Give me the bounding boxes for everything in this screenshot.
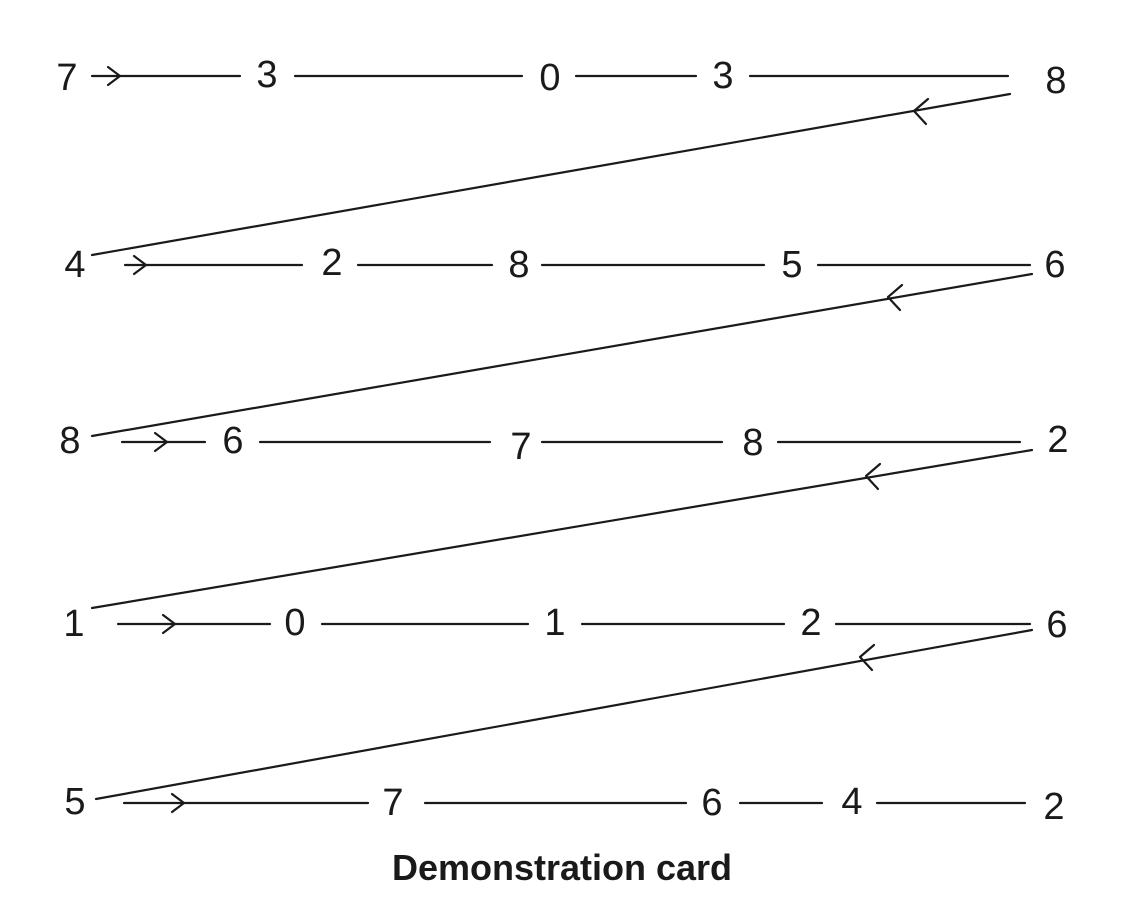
row-1-digit-5: 8 (1045, 60, 1066, 102)
row-5-digit-4: 4 (841, 781, 862, 823)
row-3-digit-2: 6 (222, 420, 243, 462)
row-3-right-arrow (153, 431, 169, 453)
row-4-digit-4: 2 (800, 602, 821, 644)
row-3-digit-3: 7 (510, 426, 531, 468)
return-line-1-stroke (90, 92, 1012, 257)
row-4: 1 0 1 2 6 (63, 602, 1067, 646)
row-4-digit-5: 6 (1046, 604, 1067, 646)
row-5-digit-3: 6 (701, 782, 722, 824)
row-1-digit-4: 3 (712, 55, 733, 97)
row-1-digit-3: 0 (539, 57, 560, 99)
row-5-right-arrow (170, 792, 186, 814)
row-2-right-arrow (132, 254, 148, 276)
row-1-right-arrow (106, 65, 122, 87)
row-1-digit-2: 3 (256, 54, 277, 96)
row-3: 8 6 7 8 2 (59, 419, 1068, 468)
return-line-4 (94, 628, 1034, 801)
return-line-4-stroke (94, 628, 1034, 801)
return-line-2-stroke (90, 272, 1034, 438)
row-3-digit-4: 8 (742, 422, 763, 464)
row-2-digit-5: 6 (1044, 244, 1065, 286)
return-line-2-left-arrow (886, 283, 904, 312)
row-2-digit-4: 5 (781, 244, 802, 286)
row-2: 4 2 8 5 6 (64, 242, 1065, 286)
return-line-3 (90, 448, 1034, 610)
row-4-digit-3: 1 (544, 602, 565, 644)
return-line-3-stroke (90, 448, 1034, 610)
row-1: 7 3 0 3 8 (56, 54, 1066, 102)
return-line-3-left-arrow (864, 462, 882, 491)
row-3-digit-5: 2 (1047, 419, 1068, 461)
row-4-right-arrow (161, 613, 177, 635)
row-5-digit-2: 7 (382, 782, 403, 824)
return-line-2 (90, 272, 1034, 438)
row-1-digit-1: 7 (56, 57, 77, 99)
row-2-digit-2: 2 (321, 242, 342, 284)
row-4-digit-1: 1 (63, 603, 84, 645)
row-5-digit-1: 5 (64, 781, 85, 823)
return-line-4-left-arrow (858, 643, 876, 672)
return-line-1-left-arrow (912, 97, 930, 126)
row-2-digit-1: 4 (64, 244, 85, 286)
row-5-digit-5: 2 (1043, 786, 1064, 828)
row-5: 5 7 6 4 2 (64, 781, 1064, 828)
card-caption: Demonstration card (392, 847, 732, 888)
row-3-digit-1: 8 (59, 420, 80, 462)
row-4-digit-2: 0 (284, 602, 305, 644)
row-2-digit-3: 8 (508, 244, 529, 286)
return-line-1 (90, 92, 1012, 257)
